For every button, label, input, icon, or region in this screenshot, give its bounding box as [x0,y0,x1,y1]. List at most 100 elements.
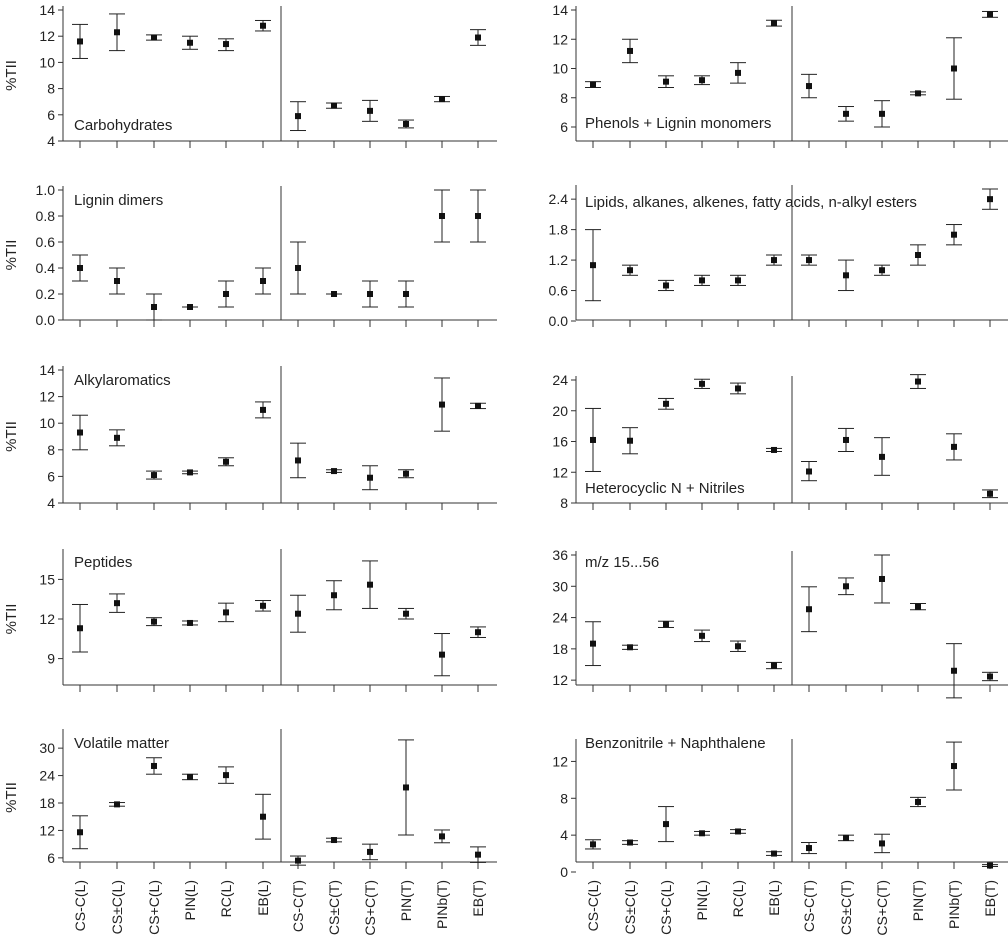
data-point [331,291,337,297]
data-point [879,267,885,274]
y-tick-label: 30 [552,578,568,594]
data-point [439,833,445,840]
y-tick-label: 12 [552,753,568,769]
panel-6: 8 12 16 20 24 Heterocyclic N + Nitriles [552,372,1008,511]
data-point [843,436,849,443]
y-axis-title: %TII [3,782,20,813]
y-tick-label: 8 [47,442,55,458]
data-point [295,610,301,617]
data-point [331,837,337,844]
data-point [806,606,812,613]
data-point [806,845,812,852]
data-point [439,96,445,103]
y-tick-label: 12 [552,31,568,47]
x-category-label: CS+C(L) [146,880,162,935]
data-point [663,400,669,407]
data-point [439,651,445,658]
data-point [843,583,849,590]
data-point [295,857,301,864]
data-point [987,11,993,18]
data-point [367,107,373,114]
data-point [806,468,812,475]
y-axis-title: %TII [3,240,20,271]
data-point [114,600,120,607]
data-point [439,213,445,219]
x-category-label: CS±C(L) [622,880,638,934]
data-point [295,265,301,271]
y-tick-label: 0 [560,864,568,880]
data-point [187,773,193,780]
data-point [771,850,777,857]
panel-label: Carbohydrates [74,117,172,134]
x-category-label: CS-C(L) [585,880,601,931]
data-point [915,90,921,97]
x-category-label: CS-C(L) [72,880,88,931]
data-point [403,610,409,617]
data-point [260,406,266,413]
y-tick-label: 2.4 [549,191,569,207]
y-tick-label: 1.0 [36,182,56,198]
y-tick-label: 6 [47,107,55,123]
data-point [699,632,705,639]
y-tick-label: 20 [552,403,568,419]
data-point [951,443,957,450]
data-point [771,662,777,669]
data-point [843,272,849,279]
data-point [331,592,337,599]
y-tick-label: 1.8 [549,222,569,238]
panel-label: Phenols + Lignin monomers [585,115,771,132]
data-point [879,453,885,460]
y-tick-label: 18 [39,795,55,811]
y-tick-label: 12 [39,822,55,838]
data-point [735,69,741,76]
data-point [114,801,120,808]
panel-1: 4 6 8 10 12 14 %TII Carbohydrates [3,2,497,149]
y-tick-label: 0.0 [549,313,569,329]
y-axis-title: %TII [3,421,20,452]
data-point [77,829,83,836]
data-point [663,78,669,85]
data-point [879,840,885,847]
data-point [915,252,921,258]
y-tick-label: 1.2 [549,252,569,268]
y-tick-label: 4 [47,495,55,511]
data-point [403,291,409,297]
data-point [260,813,266,820]
data-point [843,110,849,117]
data-point [951,763,957,770]
data-point [367,848,373,855]
data-point [915,603,921,610]
panel-3: 0.0 0.2 0.4 0.6 0.8 1.0 %TII Lignin dimers [3,182,497,328]
data-point [699,77,705,84]
data-point [475,34,481,41]
data-point [735,643,741,650]
y-tick-label: 24 [39,768,55,784]
data-point [843,834,849,841]
data-point [187,619,193,626]
data-point [771,257,777,264]
data-point [663,821,669,828]
panel-label: Heterocyclic N + Nitriles [585,480,745,497]
data-point [151,762,157,769]
y-tick-label: 0.8 [36,208,56,224]
data-point [699,380,705,387]
data-point [735,828,741,835]
x-category-label: PIN(T) [398,880,414,921]
data-point [879,110,885,117]
data-point [223,609,229,616]
data-point [260,278,266,284]
data-point [806,257,812,264]
data-point [367,581,373,588]
y-tick-label: 6 [560,119,568,135]
data-point [187,304,193,310]
y-tick-label: 14 [552,2,568,18]
y-tick-label: 16 [552,434,568,450]
y-tick-label: 10 [39,54,55,70]
panel-4: 0.0 0.6 1.2 1.8 2.4 Lipids, alkanes, alkenes,… [549,185,1008,329]
data-point [915,378,921,385]
y-tick-label: 18 [552,641,568,657]
data-point [77,265,83,271]
data-point [590,640,596,647]
data-point [771,20,777,27]
y-tick-label: 10 [39,415,55,431]
